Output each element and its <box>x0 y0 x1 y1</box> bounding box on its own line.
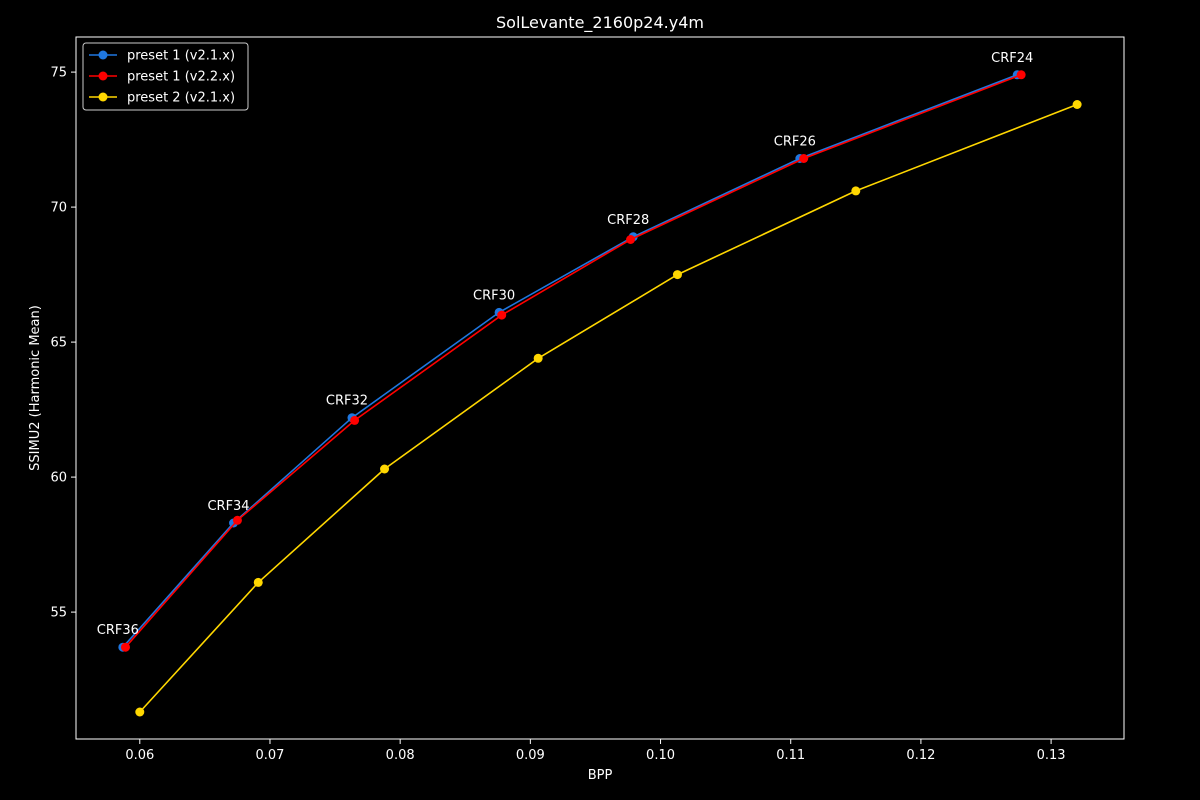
series-2-point <box>120 642 130 652</box>
y-tick-label: 55 <box>50 606 67 621</box>
chart-title: SolLevante_2160p24.y4m <box>496 13 704 33</box>
legend: preset 1 (v2.1.x) preset 1 (v2.2.x) preset… <box>82 42 249 111</box>
x-tick-label: 0.13 <box>1037 748 1066 763</box>
legend-box <box>82 42 249 111</box>
y-tick-label: 75 <box>50 66 67 81</box>
axis-ticks: 0.06 0.07 0.08 0.09 0.10 0.11 0.12 0.13 55 60 65 70… <box>50 66 1065 763</box>
series-layer <box>118 70 1082 717</box>
series-3-point <box>851 186 861 196</box>
series-3-point <box>1072 100 1082 109</box>
series-2-point <box>626 235 636 244</box>
series-2-point <box>350 415 360 425</box>
x-tick-label: 0.09 <box>516 748 545 763</box>
legend-swatch-marker <box>98 50 108 60</box>
legend-swatch-marker <box>98 92 108 102</box>
x-tick-label: 0.07 <box>256 748 285 763</box>
crf-annotation: CRF36 <box>97 623 139 638</box>
crf-annotation: CRF34 <box>207 499 249 514</box>
legend-entry: preset 1 (v2.1.x) <box>127 49 235 64</box>
x-tick-label: 0.11 <box>776 748 805 763</box>
y-tick-label: 60 <box>50 471 67 486</box>
crf-annotation: CRF28 <box>607 213 649 228</box>
annotation-layer: CRF36 CRF34 CRF32 CRF30 CRF28 CRF26 CRF24 <box>97 51 1034 638</box>
crf-annotation: CRF30 <box>473 288 515 303</box>
y-axis-label: SSIMU2 (Harmonic Mean) <box>28 305 43 471</box>
crf-annotation: CRF24 <box>991 51 1033 66</box>
series-2-point <box>232 515 242 525</box>
series-2-point <box>497 310 507 320</box>
x-tick-label: 0.06 <box>125 748 154 763</box>
y-tick-label: 70 <box>50 201 67 216</box>
series-2-point <box>799 154 809 163</box>
crf-annotation: CRF32 <box>326 394 368 409</box>
x-axis-label: BPP <box>588 768 613 783</box>
x-tick-label: 0.12 <box>906 748 935 763</box>
series-3-point <box>672 270 682 280</box>
series-2-point <box>1016 70 1026 80</box>
plot-area <box>75 36 1125 740</box>
series-3-point <box>253 577 263 587</box>
x-tick-label: 0.08 <box>386 748 415 763</box>
series-3-point <box>135 707 145 717</box>
series-3-point <box>533 353 543 363</box>
legend-entry: preset 2 (v2.1.x) <box>127 91 235 106</box>
series-3-point <box>380 464 390 474</box>
legend-swatch-marker <box>98 71 108 81</box>
x-tick-label: 0.10 <box>646 748 675 763</box>
y-tick-label: 65 <box>50 336 67 351</box>
crf-annotation: CRF26 <box>774 135 816 150</box>
legend-entry: preset 1 (v2.2.x) <box>127 70 235 85</box>
